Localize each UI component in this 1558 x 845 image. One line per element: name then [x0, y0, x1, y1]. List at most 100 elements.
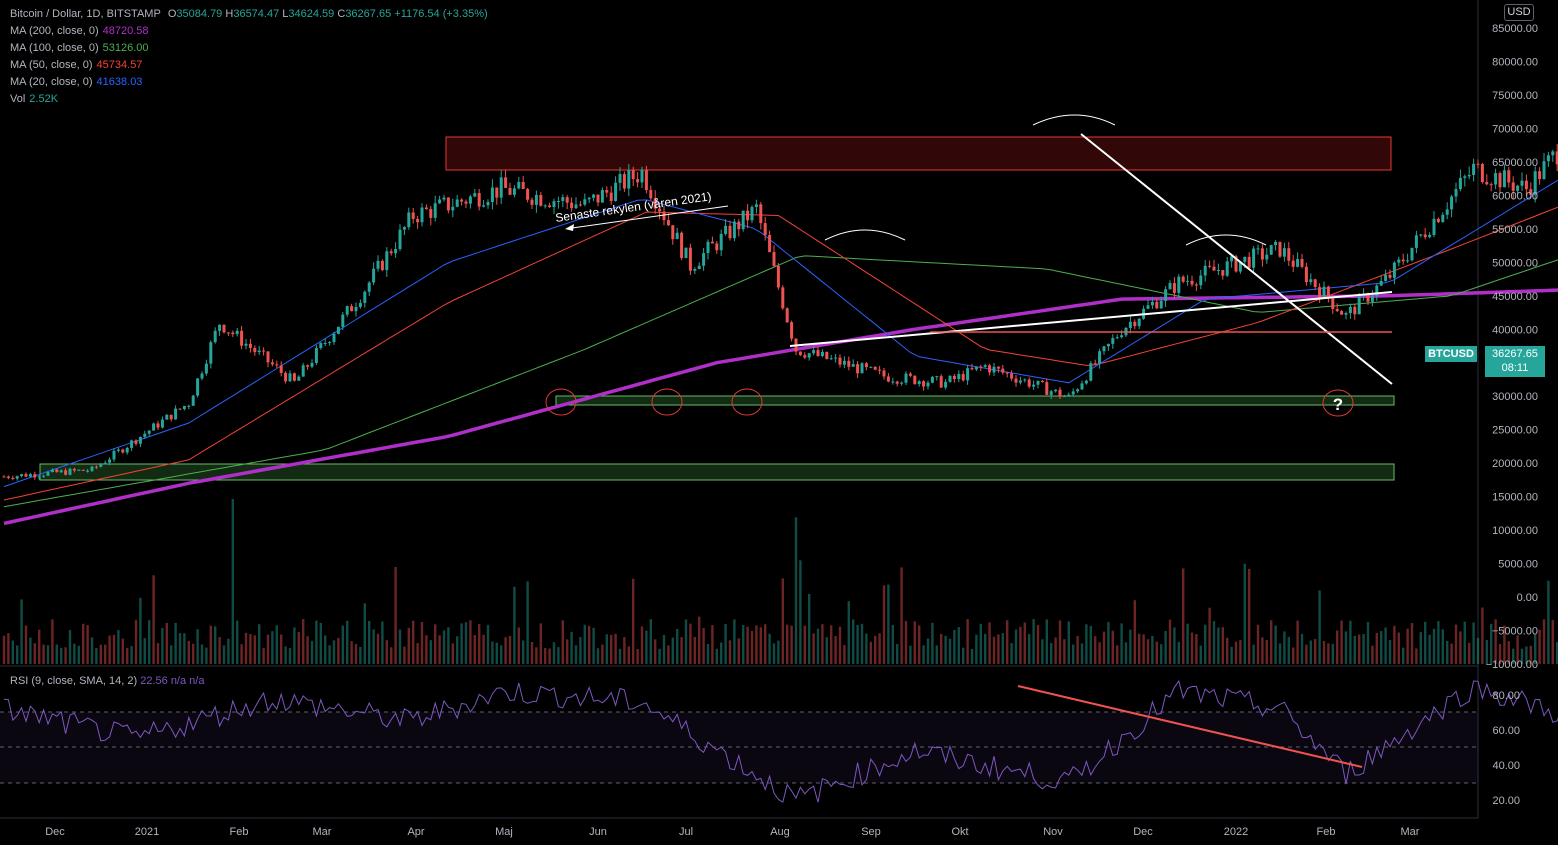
candle-body	[363, 291, 367, 303]
volume-bar	[1490, 623, 1493, 664]
candle-body	[1388, 274, 1392, 278]
candle-body	[42, 475, 46, 477]
symbol-label[interactable]: Bitcoin / Dollar, 1D, BITSTAMP	[10, 8, 161, 20]
candle-body	[1278, 241, 1282, 257]
candle-body	[1221, 270, 1225, 276]
volume-bar	[975, 634, 978, 664]
candle-body	[1309, 279, 1313, 283]
ohlc-row: Bitcoin / Dollar, 1D, BITSTAMP O35084.79…	[10, 6, 488, 23]
candle-body	[842, 360, 846, 365]
volume-bar	[887, 584, 890, 664]
candle-body	[59, 470, 63, 473]
candle-body	[627, 170, 631, 189]
volume-bar	[764, 624, 767, 664]
candle-body	[961, 373, 965, 381]
candle-body	[1318, 287, 1322, 298]
candle-body	[253, 347, 257, 353]
volume-bar	[363, 603, 366, 664]
candle-body	[873, 366, 877, 370]
candle-body	[1432, 218, 1436, 235]
candle-body	[358, 302, 362, 307]
candle-body	[878, 369, 882, 371]
volume-bar	[1045, 619, 1048, 664]
candle-body	[1291, 260, 1295, 267]
candle-body	[68, 468, 72, 475]
head-arc-top	[1032, 114, 1116, 126]
volume-bar	[614, 633, 617, 664]
volume-bar	[482, 634, 485, 664]
volume-bar	[1067, 621, 1070, 664]
volume-bar	[979, 623, 982, 664]
volume-bar	[627, 646, 630, 664]
candle-body	[50, 469, 54, 473]
candle-body	[372, 268, 376, 283]
volume-bar	[1538, 629, 1541, 664]
candle-body	[1366, 293, 1370, 302]
volume-bar	[1265, 640, 1268, 664]
rsi-legend[interactable]: RSI (9, close, SMA, 14, 2) 22.56 n/a n/a	[10, 675, 204, 687]
candle-body	[376, 260, 380, 269]
volume-bar	[1432, 628, 1436, 664]
volume-bar	[1186, 623, 1189, 664]
volume-bar	[350, 641, 353, 664]
candle-body	[486, 202, 490, 206]
candle-body	[1304, 266, 1308, 283]
candle-body	[1005, 372, 1009, 374]
volume-bar	[1406, 628, 1409, 664]
ma100-row[interactable]: MA (100, close, 0) 53126.00	[10, 40, 488, 57]
volume-bar	[737, 638, 740, 664]
volume-bar	[240, 644, 243, 664]
candle-body	[1027, 379, 1031, 387]
volume-bar	[1146, 639, 1150, 664]
volume-bar	[104, 644, 107, 664]
bottom-circle-2	[651, 388, 683, 416]
ma50-row[interactable]: MA (50, close, 0) 45734.57	[10, 57, 488, 74]
volume-bar	[623, 637, 626, 664]
volume-bar	[746, 626, 749, 664]
candle-body	[1137, 318, 1141, 327]
currency-badge[interactable]: USD	[1504, 4, 1534, 21]
candle-body	[455, 199, 459, 207]
candle-body	[1190, 280, 1194, 285]
volume-bar	[231, 499, 234, 664]
volume-bar	[592, 627, 595, 664]
volume-bar	[16, 645, 19, 664]
volume-bar	[1287, 636, 1290, 664]
candle-body	[732, 221, 736, 239]
volume-bar	[1468, 642, 1471, 664]
volume-bar	[359, 646, 362, 664]
candle-body	[578, 204, 582, 206]
candle-body	[653, 198, 657, 209]
volume-bar	[258, 624, 261, 664]
volume-bar	[1318, 590, 1321, 664]
candle-body	[2, 476, 6, 478]
candle-body	[917, 381, 921, 385]
ma20-value: 41638.03	[96, 76, 143, 88]
ma20-row[interactable]: MA (20, close, 0) 41638.03	[10, 74, 488, 91]
volume-bar	[1547, 580, 1550, 664]
price-tick-label: 40000.00	[1492, 324, 1538, 336]
candle-body	[99, 464, 103, 467]
volume-bar	[882, 585, 886, 664]
candle-body	[1159, 300, 1163, 309]
candle-body	[697, 265, 701, 270]
candle-body	[1084, 380, 1088, 384]
volume-bar	[38, 629, 41, 664]
rsi-axis[interactable]: 80.00 60.00 40.00 20.00	[1492, 690, 1520, 807]
volume-bar	[178, 633, 182, 664]
volume-bar	[456, 636, 459, 664]
volume-bar	[583, 624, 586, 664]
candle-body	[477, 193, 481, 207]
price-tick-label: 55000.00	[1492, 224, 1538, 236]
time-axis[interactable]: Dec 2021 Feb Mar Apr Maj Jun Jul Aug Sep Okt Nov Dec…	[45, 826, 1420, 838]
volume-bar	[772, 643, 776, 664]
candle-body	[1454, 189, 1458, 197]
candle-body	[301, 365, 305, 377]
vol-row[interactable]: Vol 2.52K	[10, 91, 488, 108]
price-axis[interactable]: 85000.00 80000.00 75000.00 70000.00 65000.00…	[1486, 23, 1538, 671]
volume-bar	[1199, 645, 1202, 664]
volume-bar	[1388, 639, 1392, 664]
candle-body	[640, 169, 644, 183]
ma200-row[interactable]: MA (200, close, 0) 48720.58	[10, 23, 488, 40]
